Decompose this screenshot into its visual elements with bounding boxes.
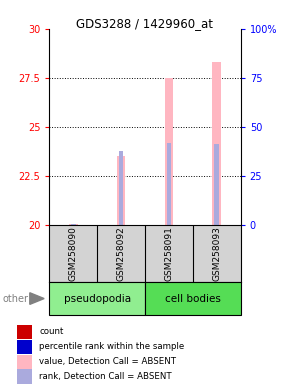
Bar (17, 340, 32, 354)
Bar (166, 143, 171, 225)
Text: pseudopodia: pseudopodia (64, 293, 131, 304)
Bar (165, 78, 173, 225)
Text: value, Detection Call = ABSENT: value, Detection Call = ABSENT (39, 357, 176, 366)
Text: GSM258093: GSM258093 (212, 226, 221, 281)
Text: other: other (3, 293, 29, 304)
Bar (17, 325, 32, 339)
Bar (17, 369, 32, 384)
Text: GSM258091: GSM258091 (164, 226, 173, 281)
Text: percentile rank within the sample: percentile rank within the sample (39, 342, 185, 351)
Bar (213, 62, 221, 225)
Bar (17, 354, 32, 369)
Bar (145, 282, 241, 315)
Text: count: count (39, 328, 64, 336)
Polygon shape (30, 293, 44, 305)
Text: GSM258092: GSM258092 (117, 226, 126, 281)
Bar (119, 151, 124, 225)
Bar (69, 223, 77, 225)
Text: GSM258090: GSM258090 (69, 226, 78, 281)
Bar (117, 156, 125, 225)
Text: cell bodies: cell bodies (165, 293, 221, 304)
Bar (214, 144, 219, 225)
Bar (49, 282, 145, 315)
Text: rank, Detection Call = ABSENT: rank, Detection Call = ABSENT (39, 372, 172, 381)
Bar (71, 223, 76, 225)
Text: GDS3288 / 1429960_at: GDS3288 / 1429960_at (77, 17, 213, 30)
